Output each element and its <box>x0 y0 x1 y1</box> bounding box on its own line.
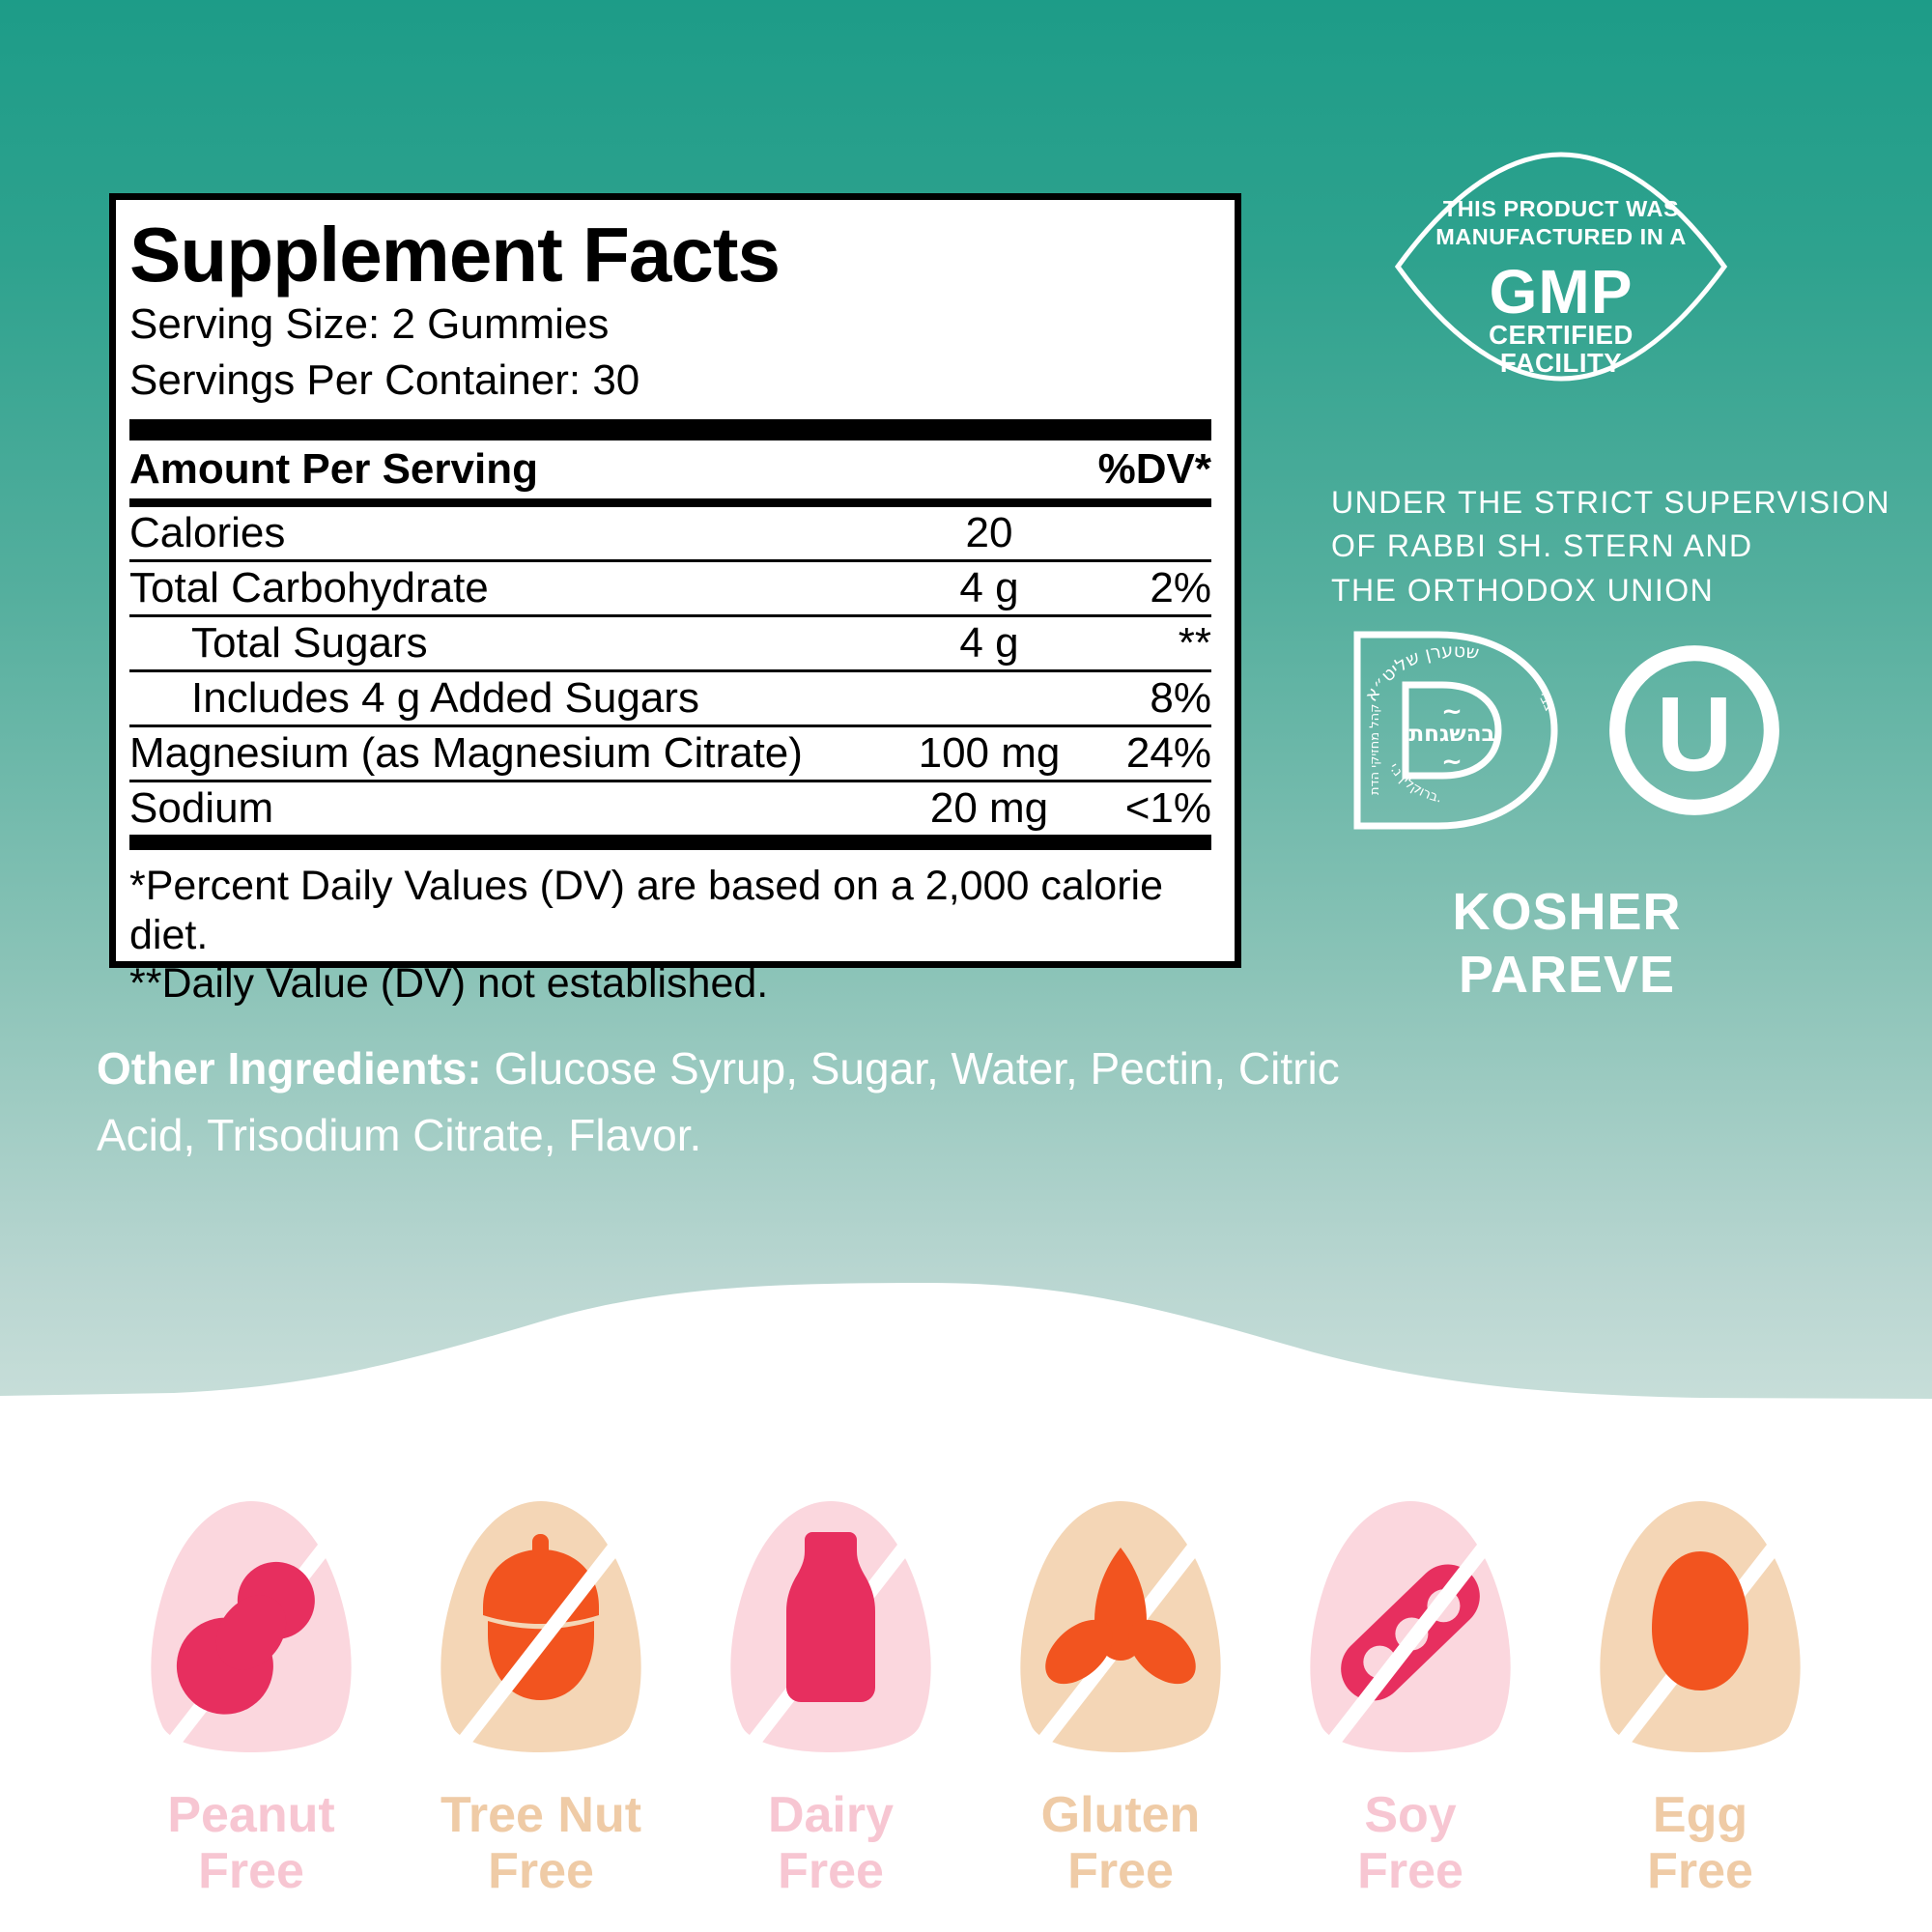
dairy-free-icon <box>727 1501 934 1773</box>
allergen-label: Dairy Free <box>767 1787 895 1900</box>
gmp-line2: MANUFACTURED IN A <box>1435 224 1687 249</box>
gluten-free-icon <box>1017 1501 1224 1773</box>
nutrient-amount: 4 g <box>959 563 1019 611</box>
hechsher-ring-text-right: צבי <box>1535 690 1557 714</box>
nutrient-name: Total Carbohydrate <box>129 563 489 611</box>
divider-medium <box>129 497 1211 507</box>
supervision-line1: UNDER THE STRICT SUPERVISION <box>1331 485 1890 520</box>
table-row: Calories 20 <box>129 507 1211 562</box>
divider-thick-bottom <box>129 834 1211 850</box>
table-row: Total Carbohydrate 4 g 2% <box>129 562 1211 617</box>
allergen-peanut-free: Peanut Free <box>106 1488 396 1899</box>
peanut-icon <box>176 1561 315 1715</box>
nutrient-dv: 8% <box>1150 673 1211 722</box>
supervision-line2: OF RABBI SH. STERN AND <box>1331 528 1753 564</box>
allergen-egg-free: Egg Free <box>1555 1488 1845 1899</box>
milk-bottle-icon <box>786 1532 875 1702</box>
grain-icon <box>1045 1548 1196 1685</box>
nutrient-amount: 20 <box>965 508 1013 556</box>
allergen-dairy-free: Dairy Free <box>686 1488 976 1899</box>
ou-letter: U <box>1657 675 1733 793</box>
other-ingredients-label: Other Ingredients: <box>97 1043 482 1094</box>
peanut-free-icon <box>148 1501 355 1773</box>
gmp-line1: THIS PRODUCT WAS <box>1443 196 1679 221</box>
supplement-facts-panel: Supplement Facts Serving Size: 2 Gummies… <box>109 193 1241 1007</box>
serving-size: Serving Size: 2 Gummies <box>129 300 610 349</box>
panel-title: Supplement Facts <box>129 212 781 298</box>
table-row: Sodium 20 mg <1% <box>129 782 1211 835</box>
nutrient-name: Magnesium (as Magnesium Citrate) <box>129 728 803 777</box>
divider-thick <box>129 418 1211 440</box>
table-row: Magnesium (as Magnesium Citrate) 100 mg … <box>129 727 1211 782</box>
orthodox-union-logo-icon: U <box>1609 645 1779 815</box>
nutrient-name: Total Sugars <box>191 618 428 667</box>
gmp-certified-badge-icon: THIS PRODUCT WAS MANUFACTURED IN A GMP C… <box>1394 152 1728 382</box>
egg-free-icon <box>1597 1501 1804 1773</box>
kosher-pareve-label: KOSHER PAREVE <box>1403 881 1731 1007</box>
table-row: Includes 4 g Added Sugars 8% <box>129 672 1211 727</box>
hechsher-ring-text-bottom: ברוקלין נ.י. <box>1385 760 1443 806</box>
allergen-icons-row: Peanut Free Tree Nut Free Dairy Free <box>106 1488 1845 1899</box>
gmp-line3: CERTIFIED <box>1489 320 1634 350</box>
allergen-label: Soy Free <box>1357 1787 1463 1900</box>
nutrient-dv: <1% <box>1124 783 1211 832</box>
allergen-label: Tree Nut Free <box>440 1787 642 1900</box>
pareve-line: PAREVE <box>1458 945 1676 1004</box>
egg-icon <box>1652 1551 1748 1690</box>
amount-per-serving-header: Amount Per Serving <box>129 444 538 493</box>
footnote-dv-not-established: **Daily Value (DV) not established. <box>129 960 769 1008</box>
dv-header: %DV* <box>1097 444 1211 493</box>
svg-text:שטערן שליט״א: שטערן שליט״א <box>1360 640 1480 705</box>
svg-text:צבי: צבי <box>1535 690 1557 714</box>
nutrient-name: Sodium <box>129 783 274 832</box>
hechsher-tilde-top: ~ <box>1441 697 1463 726</box>
allergen-tree-nut-free: Tree Nut Free <box>396 1488 686 1899</box>
gmp-acronym: GMP <box>1490 257 1634 327</box>
nutrient-amount: 100 mg <box>918 728 1061 777</box>
nutrient-amount: 4 g <box>959 618 1019 667</box>
kosher-line: KOSHER <box>1452 883 1682 941</box>
nutrient-name: Calories <box>129 508 286 556</box>
servings-per-container: Servings Per Container: 30 <box>129 355 640 404</box>
allergen-label: Egg Free <box>1647 1787 1753 1900</box>
table-header-row: Amount Per Serving %DV* <box>129 440 1211 498</box>
kosher-supervision-text: UNDER THE STRICT SUPERVISION OF RABBI SH… <box>1331 481 1890 612</box>
allergen-soy-free: Soy Free <box>1265 1488 1555 1899</box>
svg-text:ברוקלין נ.י.: ברוקלין נ.י. <box>1385 760 1443 806</box>
hechsher-ring-text-top: שטערן שליט״א <box>1360 640 1480 705</box>
footnote-percent-dv: *Percent Daily Values (DV) are based on … <box>129 862 1164 958</box>
allergen-label: Peanut Free <box>167 1787 335 1900</box>
allergen-gluten-free: Gluten Free <box>976 1488 1265 1899</box>
other-ingredients: Other Ingredients: Glucose Syrup, Sugar,… <box>97 1036 1372 1169</box>
allergen-label: Gluten Free <box>1040 1787 1201 1900</box>
nutrient-dv: 2% <box>1150 563 1211 611</box>
hechsher-tilde-bottom: ~ <box>1441 748 1463 777</box>
hechsher-ring-text-left: קהל מחזיקי הדת <box>1368 704 1382 795</box>
nutrient-dv: 24% <box>1125 728 1211 777</box>
hechsher-d-logo-icon: שטערן שליט״א צבי ברוקלין נ.י. קהל מחזיקי… <box>1353 631 1558 830</box>
table-row: Total Sugars 4 g ** <box>129 617 1211 672</box>
nutrient-dv: ** <box>1178 618 1211 667</box>
gmp-line4: FACILITY <box>1500 348 1622 378</box>
other-ingredients-text: Glucose Syrup, Sugar, Water, Pectin, Cit… <box>97 1043 1340 1160</box>
hechsher-center-text: בהשגחת <box>1408 722 1494 747</box>
nutrient-amount: 20 mg <box>929 783 1049 832</box>
tree-nut-free-icon <box>438 1501 644 1773</box>
white-wave-shape <box>0 1283 1932 1932</box>
soy-free-icon <box>1307 1501 1514 1773</box>
supervision-line3: THE ORTHODOX UNION <box>1331 572 1715 608</box>
nutrient-name: Includes 4 g Added Sugars <box>191 673 699 722</box>
